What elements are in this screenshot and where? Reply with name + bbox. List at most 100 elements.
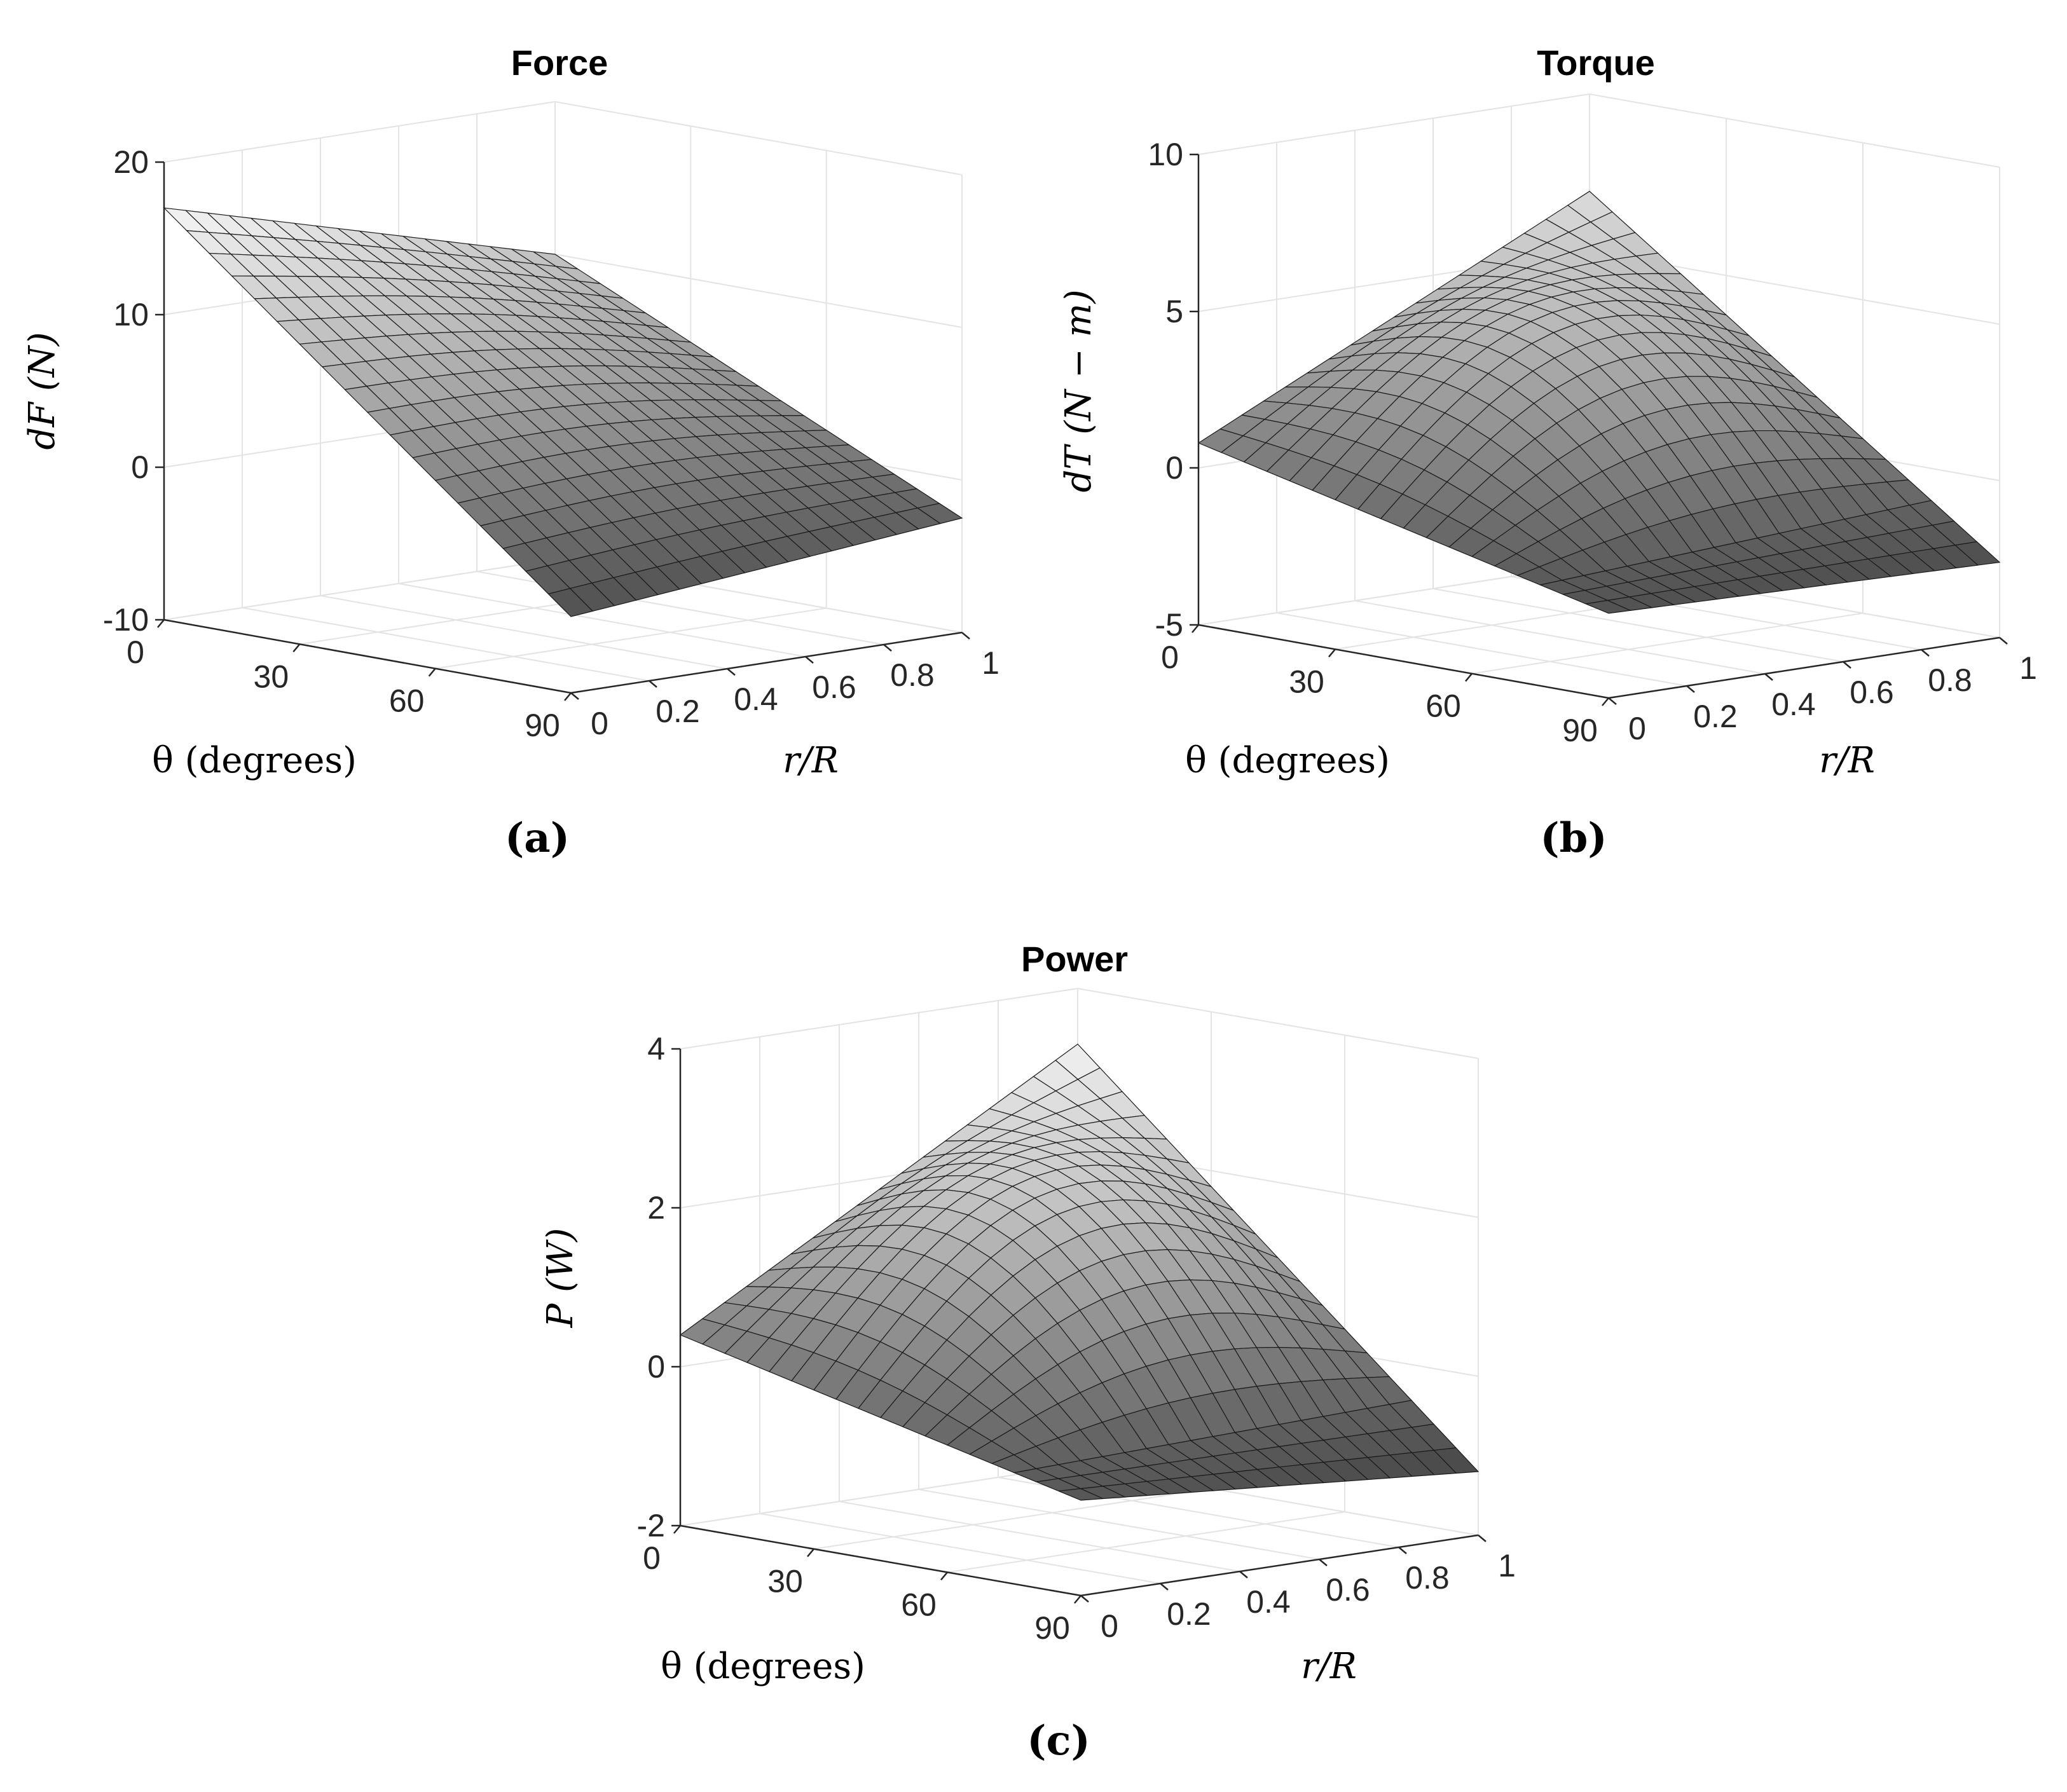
- grid-line: [918, 1489, 1320, 1560]
- x-axis-label: θ (degrees): [1185, 740, 1390, 781]
- y-tick: [1843, 661, 1851, 669]
- grid-line: [1198, 93, 2000, 168]
- grid-line: [163, 100, 963, 175]
- y-tick: [1239, 1571, 1248, 1578]
- grid-line: [759, 1513, 1161, 1584]
- panel-letter: (a): [505, 814, 570, 862]
- panel-letter: (c): [1027, 1717, 1090, 1765]
- x-tick: [807, 1548, 814, 1557]
- y-tick-label: 0.2: [1167, 1596, 1211, 1632]
- z-tick-label: 10: [1148, 137, 1183, 172]
- y-tick-label: 0.6: [812, 669, 856, 705]
- y-tick-label: 1: [982, 645, 999, 681]
- z-tick-label: -5: [1155, 607, 1183, 643]
- y-tick-label: 0: [591, 706, 608, 741]
- z-axis-label: P (W): [540, 1228, 581, 1329]
- x-tick: [1191, 624, 1199, 633]
- y-tick: [961, 632, 970, 640]
- y-axis: [1608, 636, 2000, 699]
- grid-line: [813, 1488, 1212, 1550]
- x-tick-label: 60: [389, 683, 425, 719]
- y-tick: [727, 668, 736, 676]
- x-tick: [1328, 648, 1336, 658]
- x-tick: [292, 643, 301, 653]
- grid-line: [1471, 612, 1864, 674]
- z-tick-label: 0: [131, 449, 149, 485]
- y-axis-label: r/R: [1819, 740, 1875, 781]
- y-axis-label: r/R: [783, 740, 839, 781]
- chart-title: Torque: [1537, 43, 1655, 83]
- y-tick: [1478, 1535, 1487, 1542]
- x-axis: [680, 1524, 1082, 1597]
- y-tick: [1686, 685, 1695, 693]
- y-tick: [805, 656, 814, 664]
- y-tick-label: 0.4: [734, 681, 778, 717]
- grid-line: [839, 1501, 1240, 1572]
- x-tick-label: 90: [525, 708, 560, 743]
- z-tick-label: 20: [113, 144, 149, 180]
- grid-line: [1432, 588, 1844, 662]
- x-axis: [1198, 624, 1609, 699]
- y-tick: [1160, 1583, 1169, 1590]
- y-tick-label: 0: [1101, 1608, 1118, 1644]
- chart-title: Force: [511, 43, 608, 83]
- surface-patch: [1058, 1488, 1103, 1501]
- z-tick-label: -10: [103, 602, 149, 638]
- x-tick-label: 30: [254, 659, 289, 694]
- y-tick-label: 1: [1498, 1548, 1516, 1583]
- grid-line: [398, 583, 806, 657]
- z-tick-label: 0: [647, 1349, 665, 1385]
- surface-patch: [547, 588, 594, 617]
- y-tick: [1764, 673, 1773, 681]
- grid-line: [680, 1465, 1078, 1526]
- x-axis-label: θ (degrees): [661, 1646, 865, 1687]
- x-tick: [1465, 673, 1473, 682]
- x-tick: [428, 667, 436, 677]
- y-axis: [1080, 1534, 1479, 1597]
- y-tick-label: 0.6: [1326, 1572, 1370, 1608]
- y-tick-label: 0.2: [1693, 699, 1738, 734]
- surface-mesh: [163, 207, 963, 617]
- grid-line: [320, 595, 728, 669]
- y-tick: [570, 692, 579, 700]
- y-tick: [883, 644, 892, 652]
- x-tick-label: 60: [901, 1587, 937, 1622]
- grid-line: [1276, 612, 1687, 687]
- z-tick-label: 5: [1165, 294, 1183, 329]
- y-tick-label: 0.8: [1928, 662, 1972, 698]
- chart-title: Power: [1021, 939, 1128, 979]
- grid-line: [435, 607, 827, 669]
- x-tick-label: 60: [1425, 688, 1461, 724]
- y-tick-label: 0.8: [890, 657, 935, 693]
- grid-line: [1354, 600, 1766, 674]
- y-tick: [649, 680, 657, 688]
- y-tick-label: 0.4: [1246, 1584, 1291, 1620]
- x-tick-label: 90: [1034, 1610, 1070, 1646]
- y-tick-label: 0.8: [1405, 1560, 1450, 1596]
- y-tick: [1921, 649, 1930, 657]
- grid-line: [947, 1511, 1345, 1573]
- x-tick-label: 0: [1161, 640, 1179, 675]
- x-tick: [1602, 697, 1609, 706]
- x-tick: [564, 692, 572, 701]
- y-tick: [1608, 697, 1617, 705]
- z-tick-label: 2: [647, 1190, 665, 1226]
- x-axis-label: θ (degrees): [152, 740, 357, 781]
- panel-letter: (b): [1540, 814, 1607, 862]
- x-tick: [157, 619, 165, 628]
- z-tick-label: 10: [113, 297, 149, 332]
- x-axis: [163, 619, 572, 694]
- surface-mesh: [1197, 191, 2001, 614]
- y-tick: [1319, 1559, 1328, 1566]
- x-tick: [673, 1525, 681, 1534]
- y-tick: [1398, 1547, 1407, 1554]
- x-tick-label: 30: [1289, 664, 1324, 699]
- grid-line: [163, 559, 556, 620]
- z-tick-label: -2: [637, 1508, 665, 1543]
- z-axis-label: dT (N − m): [1058, 289, 1099, 492]
- surface-mesh: [679, 1043, 1480, 1501]
- x-tick-label: 0: [127, 634, 144, 670]
